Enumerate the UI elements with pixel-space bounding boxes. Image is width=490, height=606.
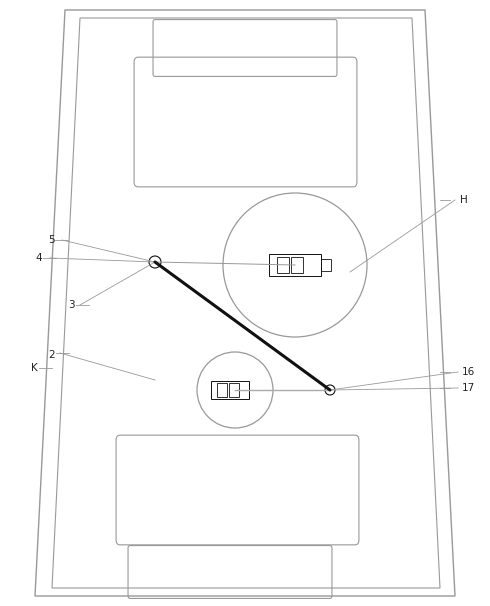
Text: 5: 5 [49, 235, 55, 245]
Bar [229, 383, 239, 397]
Text: K: K [31, 363, 38, 373]
Bar [277, 257, 289, 273]
Bar [217, 383, 227, 397]
Text: 17: 17 [462, 383, 475, 393]
Text: 16: 16 [462, 367, 475, 377]
Text: 4: 4 [35, 253, 42, 263]
Text: H: H [460, 195, 468, 205]
Bar [211, 381, 249, 399]
Text: 3: 3 [69, 300, 75, 310]
Bar [321, 259, 331, 271]
Text: 2: 2 [49, 350, 55, 360]
Bar [291, 257, 303, 273]
Bar [269, 254, 321, 276]
